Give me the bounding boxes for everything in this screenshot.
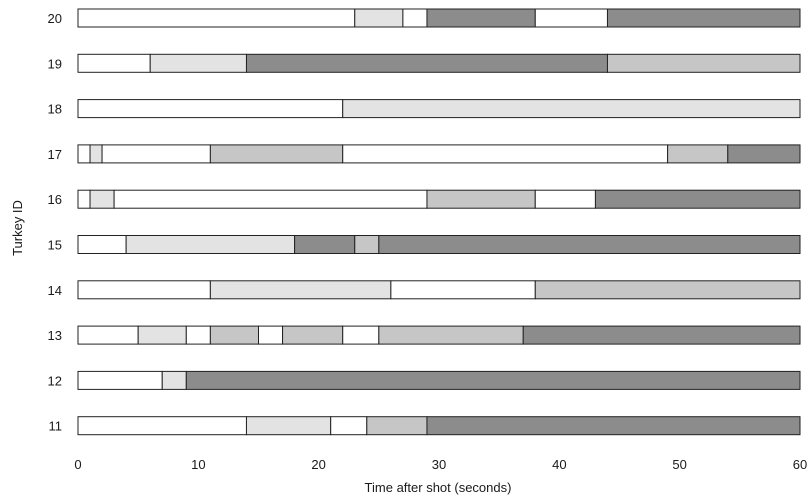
segment-turkey-14-3 [534, 280, 801, 300]
segment-turkey-16-4 [534, 189, 596, 209]
x-axis-title: Time after shot (seconds) [365, 480, 512, 495]
y-tick-label-15: 15 [48, 238, 62, 253]
segment-turkey-15-4 [378, 235, 801, 254]
y-tick-label-14: 14 [48, 283, 62, 298]
segment-turkey-11-3 [366, 416, 428, 436]
segment-turkey-20-3 [426, 8, 536, 28]
y-tick-label-11: 11 [49, 419, 63, 434]
bar-row-turkey-13 [77, 325, 801, 345]
bar-row-turkey-11 [77, 416, 801, 436]
x-tick-label-40: 40 [552, 457, 566, 472]
segment-turkey-16-0 [77, 189, 91, 209]
y-tick-label-18: 18 [48, 102, 62, 117]
segment-turkey-15-2 [294, 235, 356, 254]
x-tick-label-20: 20 [311, 457, 325, 472]
bar-row-turkey-14 [77, 280, 801, 300]
segment-turkey-11-2 [330, 416, 368, 436]
y-tick-label-12: 12 [48, 373, 62, 388]
segment-turkey-13-7 [378, 325, 524, 345]
segment-turkey-14-2 [390, 280, 536, 300]
x-tick-label-60: 60 [793, 457, 807, 472]
x-tick-label-30: 30 [432, 457, 446, 472]
x-tick-label-50: 50 [672, 457, 686, 472]
x-axis: 0 10 20 30 40 50 60 [74, 457, 807, 472]
segment-turkey-19-0 [77, 53, 151, 73]
x-tick-label-0: 0 [74, 457, 81, 472]
segment-turkey-15-0 [77, 235, 127, 254]
segment-turkey-14-1 [209, 280, 392, 300]
segment-turkey-19-1 [149, 53, 247, 73]
segment-turkey-12-1 [161, 370, 187, 390]
segment-turkey-17-3 [209, 144, 344, 164]
segment-turkey-19-2 [245, 53, 608, 73]
segment-turkey-13-0 [77, 325, 139, 345]
segment-turkey-15-3 [354, 235, 380, 254]
y-tick-labels: 20 19 18 17 16 15 14 13 12 11 [48, 11, 62, 434]
segment-turkey-17-0 [77, 144, 91, 164]
bar-row-turkey-19 [77, 53, 801, 73]
x-tick-label-10: 10 [191, 457, 205, 472]
segment-turkey-14-0 [77, 280, 211, 300]
segment-turkey-20-2 [402, 8, 428, 28]
segment-turkey-17-1 [89, 144, 103, 164]
segment-turkey-12-0 [77, 370, 163, 390]
segment-turkey-15-1 [125, 235, 296, 254]
segment-turkey-18-0 [77, 99, 344, 119]
segment-turkey-13-8 [522, 325, 801, 345]
segment-turkey-16-3 [426, 189, 536, 209]
segment-turkey-13-4 [258, 325, 284, 345]
segment-turkey-11-4 [426, 416, 801, 436]
segment-turkey-17-2 [101, 144, 211, 164]
segment-turkey-17-5 [667, 144, 729, 164]
bar-row-turkey-17 [77, 144, 801, 164]
y-tick-label-16: 16 [48, 192, 62, 207]
y-tick-label-19: 19 [48, 56, 62, 71]
y-axis-title: Turkey ID [10, 200, 25, 256]
segment-turkey-18-1 [342, 99, 801, 119]
bar-row-turkey-20 [77, 8, 801, 28]
segment-turkey-20-4 [534, 8, 608, 28]
segment-turkey-13-6 [342, 325, 380, 345]
segment-turkey-20-0 [77, 8, 356, 28]
segment-turkey-13-2 [185, 325, 211, 345]
segment-turkey-20-5 [606, 8, 801, 28]
segment-turkey-13-5 [282, 325, 344, 345]
segment-turkey-16-2 [113, 189, 428, 209]
y-tick-label-13: 13 [48, 328, 62, 343]
segment-turkey-16-1 [89, 189, 115, 209]
y-tick-label-20: 20 [48, 11, 62, 26]
segment-turkey-17-6 [727, 144, 801, 164]
bar-row-turkey-16 [77, 189, 801, 209]
bars-layer [77, 8, 801, 436]
segment-turkey-12-2 [185, 370, 801, 390]
segment-turkey-20-1 [354, 8, 404, 28]
segment-turkey-16-5 [594, 189, 801, 209]
segment-turkey-13-1 [137, 325, 187, 345]
segment-turkey-13-3 [209, 325, 260, 345]
y-tick-label-17: 17 [48, 147, 62, 162]
segment-turkey-19-3 [606, 53, 801, 73]
segment-turkey-11-1 [245, 416, 332, 436]
bar-row-turkey-18 [77, 99, 801, 119]
segment-turkey-11-0 [77, 416, 247, 436]
segment-turkey-17-4 [342, 144, 669, 164]
bar-row-turkey-12 [77, 370, 801, 390]
bar-row-turkey-15 [77, 235, 801, 254]
